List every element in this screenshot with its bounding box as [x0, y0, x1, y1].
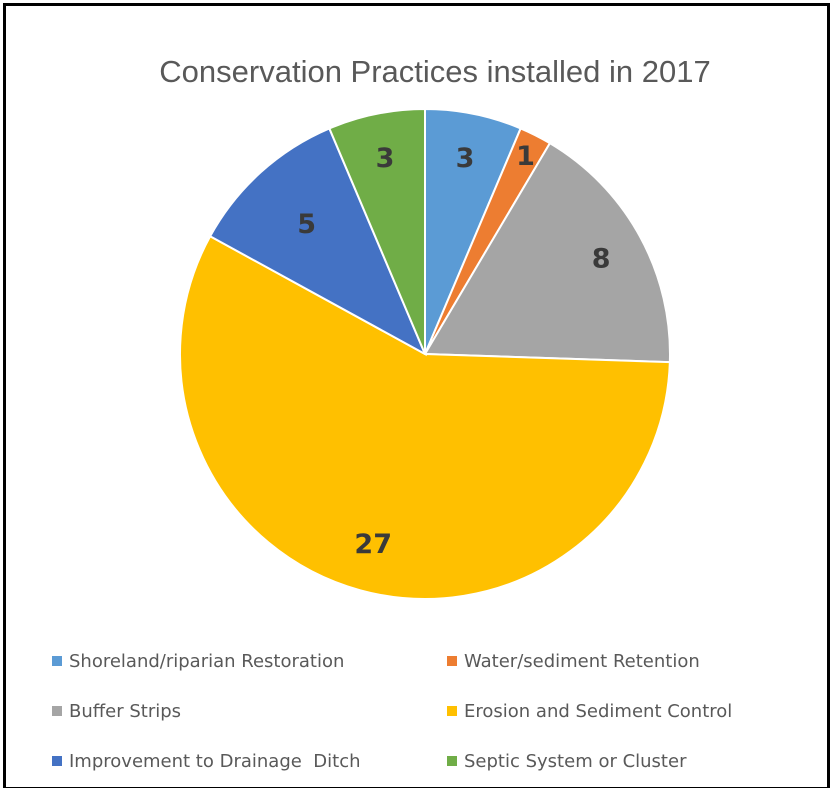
- legend-swatch: [447, 656, 457, 666]
- data-label-erosion-and-sediment-control: 27: [354, 529, 392, 560]
- legend-item-water-sediment-retention: Water/sediment Retention: [447, 651, 700, 672]
- legend-label: Shoreland/riparian Restoration: [69, 651, 344, 672]
- legend-item-erosion-and-sediment-control: Erosion and Sediment Control: [447, 701, 732, 722]
- legend: Shoreland/riparian Restoration Water/sedi…: [52, 651, 732, 772]
- data-labels: 3 1 8 27 5 3: [297, 141, 610, 560]
- legend-label: Buffer Strips: [69, 701, 181, 722]
- data-label-buffer-strips: 8: [592, 243, 611, 274]
- legend-swatch: [447, 756, 457, 766]
- legend-swatch: [52, 756, 62, 766]
- legend-label: Septic System or Cluster: [464, 751, 687, 772]
- data-label-improvement-to-drainage-ditch: 5: [297, 209, 316, 240]
- legend-item-septic-system-or-cluster: Septic System or Cluster: [447, 751, 687, 772]
- chart-frame: Conservation Practices installed in 2017…: [3, 3, 830, 788]
- pie-slice-improvement-to-drainage-ditch: [208, 127, 428, 357]
- pie-chart: Conservation Practices installed in 2017…: [52, 54, 732, 772]
- legend-item-shoreland-riparian-restoration: Shoreland/riparian Restoration: [52, 651, 344, 672]
- pie-slices: [179, 107, 671, 600]
- legend-label: Improvement to Drainage Ditch: [69, 751, 361, 772]
- pie-slice-septic-system-or-cluster: [328, 107, 426, 355]
- legend-swatch: [447, 706, 457, 716]
- legend-item-improvement-to-drainage-ditch: Improvement to Drainage Ditch: [52, 751, 361, 772]
- legend-item-buffer-strips: Buffer Strips: [52, 701, 181, 722]
- pie-slice-buffer-strips: [423, 141, 671, 364]
- pie-slice-erosion-and-sediment-control: [179, 234, 671, 600]
- data-label-septic-system-or-cluster: 3: [376, 143, 395, 174]
- legend-label: Erosion and Sediment Control: [464, 701, 732, 722]
- data-label-shoreland-riparian-restoration: 3: [456, 143, 475, 174]
- data-label-water-sediment-retention: 1: [516, 141, 535, 172]
- legend-label: Water/sediment Retention: [464, 651, 700, 672]
- chart-title: Conservation Practices installed in 2017: [159, 54, 710, 89]
- legend-swatch: [52, 706, 62, 716]
- legend-swatch: [52, 656, 62, 666]
